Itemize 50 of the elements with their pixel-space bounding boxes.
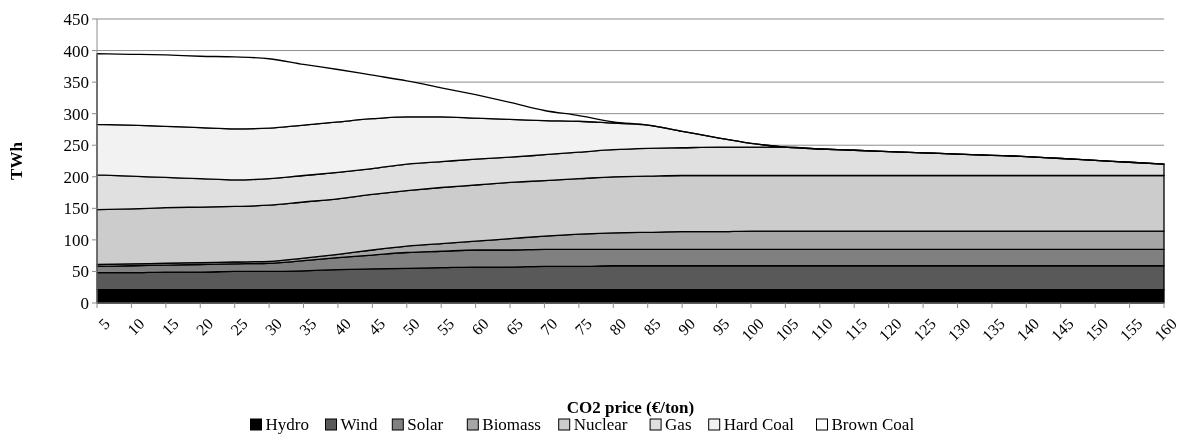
y-tick-label: 50 bbox=[72, 262, 89, 282]
x-tick-label: 115 bbox=[841, 315, 871, 344]
x-tick-label: 130 bbox=[944, 315, 974, 345]
x-axis-title: CO2 price (€/ton) bbox=[566, 398, 695, 417]
y-tick-label: 200 bbox=[63, 167, 89, 187]
x-tick-label: 155 bbox=[1116, 315, 1146, 345]
legend-label: Wind bbox=[340, 415, 379, 434]
x-tick-label: 60 bbox=[468, 315, 492, 339]
x-tick-label: 140 bbox=[1013, 315, 1043, 345]
x-tick-label: 110 bbox=[807, 315, 836, 344]
x-tick-label: 100 bbox=[738, 315, 768, 345]
x-tick-label: 55 bbox=[433, 315, 458, 339]
legend-label: Hard Coal bbox=[723, 415, 795, 434]
x-tick-label: 10 bbox=[124, 315, 148, 339]
legend-label: Solar bbox=[407, 415, 444, 434]
x-tick-label: 85 bbox=[640, 315, 664, 339]
x-tick-label: 40 bbox=[330, 315, 354, 339]
x-tick-label: 125 bbox=[910, 315, 940, 345]
y-tick-label: 300 bbox=[63, 104, 89, 124]
x-tick-label: 5 bbox=[95, 315, 114, 333]
x-tick-label: 45 bbox=[365, 315, 389, 339]
x-tick-label: 50 bbox=[399, 315, 423, 339]
legend-label: Brown Coal bbox=[831, 415, 915, 434]
x-tick-label: 145 bbox=[1047, 315, 1077, 345]
x-tick-label: 105 bbox=[772, 315, 802, 345]
legend-label: Biomass bbox=[482, 415, 541, 434]
x-tick-label: 90 bbox=[674, 315, 699, 339]
x-tick-label: 25 bbox=[227, 315, 251, 339]
x-tick-label: 35 bbox=[296, 315, 320, 339]
x-tick-label: 30 bbox=[261, 315, 286, 339]
x-tick-label: 20 bbox=[192, 315, 217, 339]
x-tick-label: 95 bbox=[709, 315, 733, 339]
x-tick-label: 120 bbox=[875, 315, 905, 345]
legend-label: Hydro bbox=[265, 415, 309, 434]
x-tick-label: 75 bbox=[571, 315, 595, 339]
y-tick-label: 150 bbox=[63, 199, 89, 219]
x-tick-label: 15 bbox=[158, 315, 182, 339]
y-axis-title: TWh bbox=[7, 141, 26, 180]
x-tick-label: 150 bbox=[1082, 315, 1112, 345]
x-tick-label: 70 bbox=[537, 315, 561, 339]
x-tick-label: 160 bbox=[1151, 315, 1181, 345]
y-tick-label: 100 bbox=[63, 230, 89, 250]
x-tick-label: 135 bbox=[978, 315, 1008, 345]
y-tick-label: 400 bbox=[63, 41, 89, 61]
y-tick-label: 450 bbox=[63, 9, 89, 29]
x-tick-label: 65 bbox=[502, 315, 527, 339]
x-tick-label: 80 bbox=[606, 315, 630, 339]
y-tick-label: 250 bbox=[63, 136, 89, 156]
y-tick-label: 0 bbox=[80, 293, 89, 313]
y-tick-label: 350 bbox=[63, 73, 89, 93]
